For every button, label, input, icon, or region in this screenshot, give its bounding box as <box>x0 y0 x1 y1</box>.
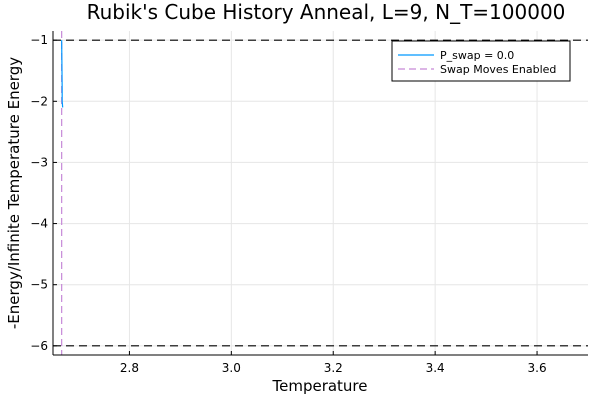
reference-lines <box>53 39 588 347</box>
chart-title: Rubik's Cube History Anneal, L=9, N_T=10… <box>87 0 566 24</box>
legend-label-p-swap: P_swap = 0.0 <box>440 49 514 62</box>
y-ticks: −1 −2 −3 −4 −5 −6 <box>30 33 57 353</box>
plot-area <box>53 31 588 355</box>
y-tick-label-1: −2 <box>30 94 48 108</box>
x-ticks: 2.8 3.0 3.2 3.4 3.6 <box>120 351 547 375</box>
x-tick-label-2: 3.2 <box>324 361 343 375</box>
x-tick-label-0: 2.8 <box>120 361 139 375</box>
y-tick-label-5: −6 <box>30 339 48 353</box>
x-tick-label-3: 3.4 <box>426 361 445 375</box>
x-tick-label-4: 3.6 <box>528 361 547 375</box>
x-tick-label-1: 3.0 <box>222 361 241 375</box>
y-tick-label-2: −3 <box>30 155 48 169</box>
legend-box <box>391 40 571 82</box>
legend: P_swap = 0.0 Swap Moves Enabled <box>391 40 571 82</box>
series-lines <box>61 40 64 108</box>
y-axis-label: -Energy/Infinite Temperature Energy <box>5 57 23 329</box>
x-axis-label: Temperature <box>271 377 367 395</box>
y-tick-label-3: −4 <box>30 217 48 231</box>
series-line-0 <box>61 40 64 108</box>
y-tick-label-4: −5 <box>30 278 48 292</box>
legend-label-swap-enabled: Swap Moves Enabled <box>440 63 556 76</box>
y-tick-label-0: −1 <box>30 33 48 47</box>
